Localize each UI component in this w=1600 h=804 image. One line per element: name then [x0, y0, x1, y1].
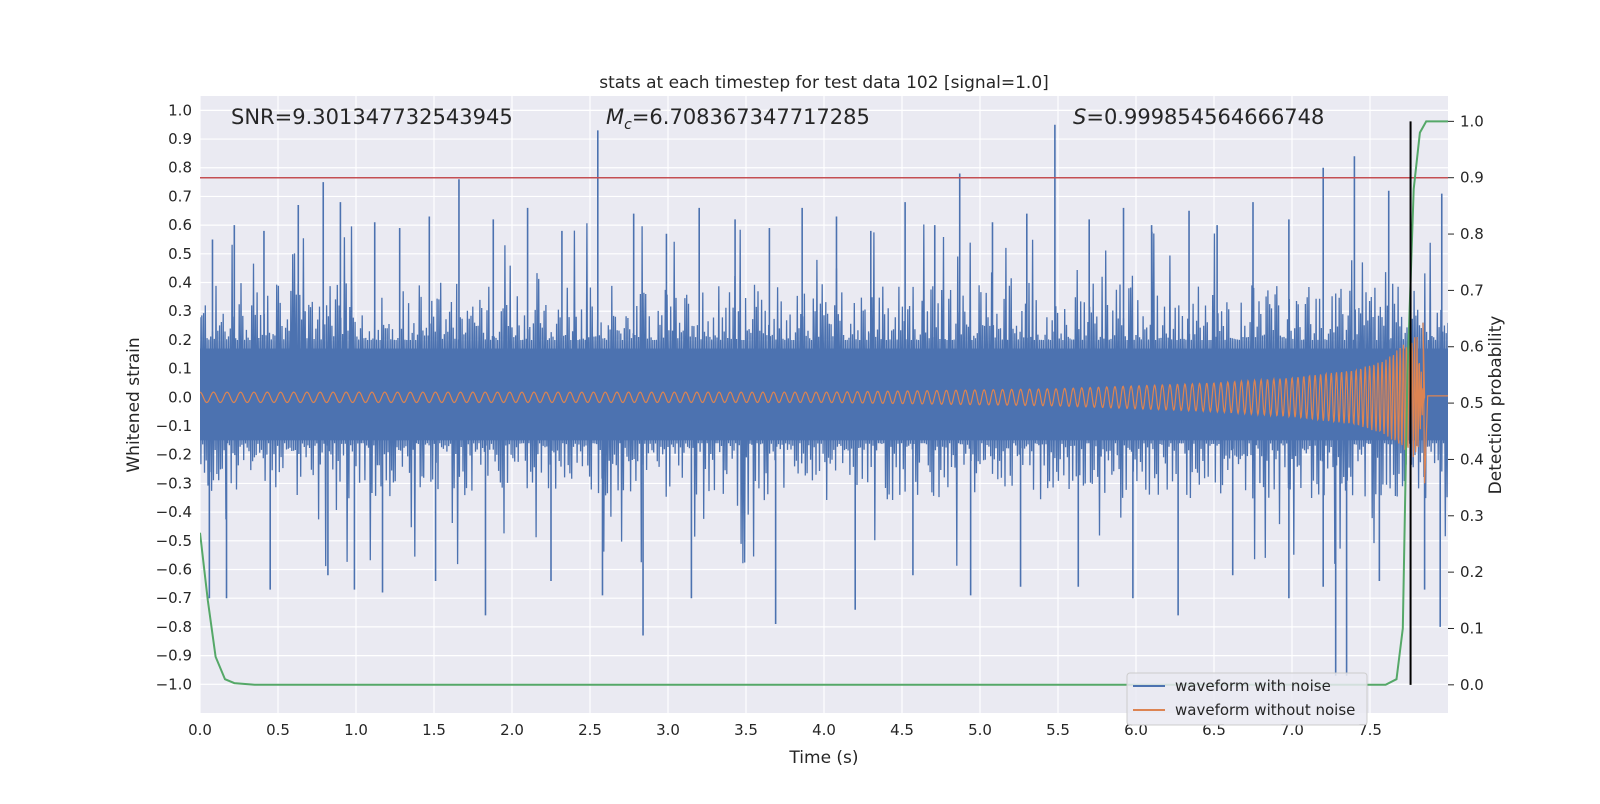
- mc-annotation: Mc=6.708367347717285: [606, 105, 870, 133]
- x-tick-label: 0.0: [188, 721, 212, 739]
- clean-waveform-trace: [200, 322, 1448, 484]
- y-tick-label: −1.0: [156, 675, 192, 693]
- y-axis-right: 1.0 0.9 0.8 0.7 0.6 0.5 0.4 0.3 0.2 0.1 0.0: [1448, 112, 1484, 694]
- x-tick-label: 1.5: [422, 721, 446, 739]
- y-right-tick-label: 0.4: [1460, 450, 1484, 468]
- mc-value: =6.708367347717285: [632, 105, 870, 129]
- y-tick-label: 0.1: [168, 360, 192, 378]
- chart-title: stats at each timestep for test data 102…: [599, 73, 1049, 93]
- x-tick-label: 1.0: [344, 721, 368, 739]
- x-tick-label: 2.0: [500, 721, 524, 739]
- y-right-tick-label: 1.0: [1460, 112, 1484, 130]
- series-waveform-without-noise: [200, 322, 1448, 484]
- y-tick-label: −0.6: [156, 561, 192, 579]
- y-right-tick-label: 0.3: [1460, 507, 1484, 525]
- y-tick-label: 0.6: [168, 216, 192, 234]
- y-right-tick-label: 0.5: [1460, 394, 1484, 412]
- detection-probability-line: [200, 120, 1448, 686]
- snr-annotation: SNR=9.301347732543945: [231, 105, 513, 129]
- mc-symbol: M: [606, 105, 624, 129]
- y-tick-label: −0.7: [156, 589, 192, 607]
- y-right-tick-label: 0.1: [1460, 619, 1484, 637]
- y-right-tick-label: 0.9: [1460, 169, 1484, 187]
- x-tick-label: 4.5: [890, 721, 914, 739]
- y-tick-label: 0.9: [168, 130, 192, 148]
- y-tick-label: −0.9: [156, 647, 192, 665]
- y-right-tick-label: 0.6: [1460, 338, 1484, 356]
- legend-label-noise: waveform with noise: [1175, 677, 1331, 695]
- y-tick-label: −0.5: [156, 532, 192, 550]
- mc-subscript: c: [624, 117, 632, 133]
- y-tick-label: 0.2: [168, 331, 192, 349]
- x-tick-label: 0.5: [266, 721, 290, 739]
- x-tick-label: 2.5: [578, 721, 602, 739]
- y-tick-label: 0.0: [168, 388, 192, 406]
- x-tick-label: 4.0: [812, 721, 836, 739]
- s-value: =0.999854564666748: [1086, 105, 1324, 129]
- y-right-tick-label: 0.0: [1460, 676, 1484, 694]
- y-right-tick-label: 0.8: [1460, 225, 1484, 243]
- x-tick-label: 5.0: [968, 721, 992, 739]
- legend-label-clean: waveform without noise: [1175, 701, 1355, 719]
- y-tick-label: −0.8: [156, 618, 192, 636]
- x-tick-label: 3.5: [734, 721, 758, 739]
- x-tick-label: 7.5: [1358, 721, 1382, 739]
- y-tick-label: 0.8: [168, 159, 192, 177]
- y-tick-label: 1.0: [168, 101, 192, 119]
- y-tick-label: −0.4: [156, 503, 192, 521]
- legend: waveform with noise waveform without noi…: [1126, 672, 1368, 726]
- y-tick-label: 0.7: [168, 187, 192, 205]
- x-tick-label: 5.5: [1046, 721, 1070, 739]
- x-axis-label: Time (s): [788, 748, 858, 768]
- series-layer: [200, 120, 1448, 686]
- y-tick-label: 0.4: [168, 274, 192, 292]
- y-right-tick-label: 0.7: [1460, 281, 1484, 299]
- y-tick-label: 0.5: [168, 245, 192, 263]
- y-tick-label: 0.3: [168, 302, 192, 320]
- y-right-tick-label: 0.2: [1460, 563, 1484, 581]
- y-tick-label: −0.2: [156, 446, 192, 464]
- y-axis-left: 1.0 0.9 0.8 0.7 0.6 0.5 0.4 0.3 0.2 0.1 0.0 −0.1 −0.…: [156, 101, 192, 693]
- y-tick-label: −0.1: [156, 417, 192, 435]
- y-tick-label: −0.3: [156, 474, 192, 492]
- y-axis-right-label: Detection probability: [1486, 316, 1506, 495]
- s-annotation: S=0.999854564666748: [1073, 105, 1324, 129]
- s-symbol: S: [1073, 105, 1086, 129]
- y-axis-label: Whitened strain: [124, 337, 144, 472]
- x-tick-label: 3.0: [656, 721, 680, 739]
- legend-box: [1126, 672, 1368, 726]
